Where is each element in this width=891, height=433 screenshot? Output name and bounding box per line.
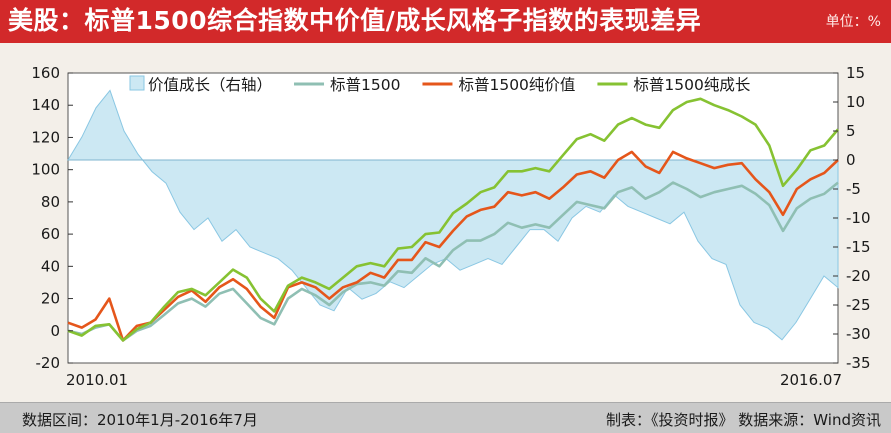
- title-banner: 美股：标普1500综合指数中价值/成长风格子指数的表现差异 单位：%: [0, 0, 891, 43]
- line-layer: [67, 97, 839, 342]
- axis-layer: -20020406080100120140160-35-30-25-20-15-…: [31, 64, 870, 389]
- legend-swatch-value-growth: [129, 75, 145, 91]
- legend-label: 标普1500纯价值: [458, 76, 575, 94]
- legend-label: 标普1500纯成长: [633, 76, 750, 94]
- left-tick-label: 0: [50, 322, 60, 340]
- chart-title: 美股：标普1500综合指数中价值/成长风格子指数的表现差异: [8, 6, 702, 35]
- x-end-label: 2016.07: [780, 371, 842, 389]
- legend: 价值成长（右轴） 标普1500 标普1500纯价值 标普1500纯成长: [129, 75, 750, 94]
- right-tick-label: -20: [846, 267, 871, 285]
- series-line-pure-value: [67, 150, 839, 342]
- left-tick-label: 80: [41, 193, 60, 211]
- right-tick-label: 0: [846, 151, 856, 169]
- left-tick-label: 100: [31, 161, 60, 179]
- right-tick-label: -30: [846, 325, 871, 343]
- right-tick-label: -10: [846, 209, 871, 227]
- right-tick-label: 15: [846, 64, 865, 82]
- legend-label: 价值成长（右轴）: [148, 76, 272, 94]
- left-tick-label: 20: [41, 290, 60, 308]
- left-tick-label: 120: [31, 128, 60, 146]
- unit-label: 单位：%: [825, 14, 881, 30]
- legend-label: 标普1500: [330, 76, 400, 94]
- footer-bar: 数据区间：2010年1月-2016年7月 制表：《投资时报》 数据来源：Wind…: [0, 402, 891, 433]
- left-tick-label: 140: [31, 96, 60, 114]
- x-start-label: 2010.01: [66, 371, 128, 389]
- right-tick-label: -15: [846, 238, 871, 256]
- right-tick-label: -5: [846, 180, 861, 198]
- right-tick-label: -35: [846, 354, 871, 372]
- left-tick-label: 40: [41, 257, 60, 275]
- left-tick-label: 60: [41, 225, 60, 243]
- series-line-sp1500: [67, 181, 839, 342]
- left-tick-label: 160: [31, 64, 60, 82]
- series-line-pure-growth: [67, 97, 839, 342]
- source-text: 制表：《投资时报》 数据来源：Wind资讯: [606, 411, 881, 429]
- right-tick-label: -25: [846, 296, 871, 314]
- left-tick-label: -20: [36, 354, 61, 372]
- data-range-text: 数据区间：2010年1月-2016年7月: [22, 411, 258, 429]
- right-tick-label: 5: [846, 122, 856, 140]
- line-chart: -20020406080100120140160-35-30-25-20-15-…: [31, 64, 870, 389]
- right-tick-label: 10: [846, 93, 865, 111]
